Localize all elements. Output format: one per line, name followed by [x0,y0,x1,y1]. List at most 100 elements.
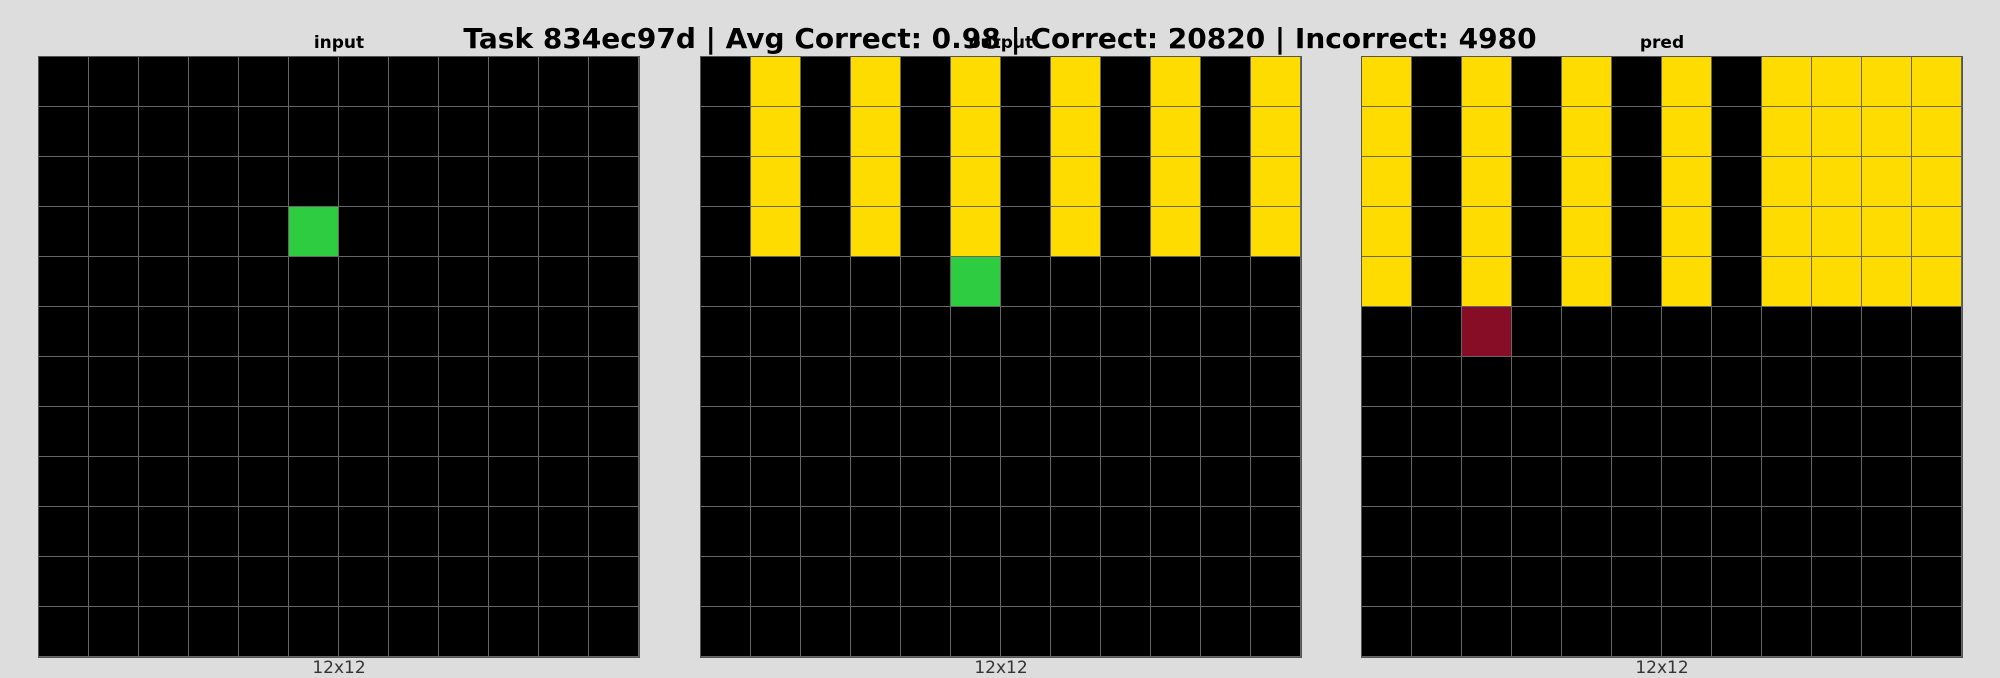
grid-cell [951,257,1001,307]
grid-cell [439,57,489,107]
grid-cell [701,157,751,207]
grid-cell [539,57,589,107]
grid-cell [1151,457,1201,507]
grid-cell [1362,607,1412,657]
grid-cell [1712,207,1762,257]
grid-cell [1762,607,1812,657]
grid-cell [339,207,389,257]
grid-cell [1251,107,1301,157]
grid-cell [851,357,901,407]
grid-cell [1101,207,1151,257]
grid-cell [701,207,751,257]
grid-cell [489,507,539,557]
grid-cell [751,507,801,557]
grid-cell [489,257,539,307]
input-grid [39,57,639,657]
grid-cell [439,207,489,257]
grid-cell [39,457,89,507]
grid-cell [439,457,489,507]
grid-cell [1251,407,1301,457]
grid-cell [39,157,89,207]
grid-cell [489,157,539,207]
input-grid-size-label: 12x12 [312,658,366,678]
grid-cell [139,557,189,607]
grid-cell [1612,57,1662,107]
grid-cell [1812,107,1862,157]
grid-cell [851,407,901,457]
grid-cell [489,407,539,457]
grid-cell [389,457,439,507]
pred-panel-title: pred [1639,33,1685,53]
grid-cell [439,357,489,407]
grid-cell [1251,307,1301,357]
grid-cell [1251,507,1301,557]
grid-cell [1462,357,1512,407]
grid-cell [339,357,389,407]
grid-cell [1151,107,1201,157]
grid-cell [239,57,289,107]
grid-cell [1001,107,1051,157]
grid-cell [1812,507,1862,557]
grid-cell [1362,407,1412,457]
grid-cell [1051,457,1101,507]
grid-cell [1101,507,1151,557]
grid-cell [1251,557,1301,607]
grid-cell [589,57,639,107]
grid-cell [851,607,901,657]
grid-cell [901,257,951,307]
grid-cell [1001,207,1051,257]
grid-cell [1512,207,1562,257]
grid-cell [339,107,389,157]
grid-cell [1001,257,1051,307]
grid-cell [1412,57,1462,107]
grid-cell [1251,157,1301,207]
grid-cell [189,257,239,307]
grid-cell [139,157,189,207]
grid-cell [701,257,751,307]
grid-cell [1101,307,1151,357]
grid-cell [1101,457,1151,507]
grid-cell [901,557,951,607]
grid-cell [339,607,389,657]
grid-cell [1151,407,1201,457]
grid-cell [539,307,589,357]
grid-cell [901,407,951,457]
grid-cell [389,307,439,357]
grid-cell [901,307,951,357]
grid-cell [1412,507,1462,557]
grid-cell [1001,407,1051,457]
grid-cell [1712,407,1762,457]
grid-cell [951,207,1001,257]
grid-cell [751,307,801,357]
grid-cell [1462,207,1512,257]
grid-cell [1101,157,1151,207]
grid-cell [1662,507,1712,557]
grid-cell [1562,507,1612,557]
grid-cell [751,107,801,157]
grid-cell [951,307,1001,357]
grid-cell [289,457,339,507]
grid-cell [39,507,89,557]
grid-cell [189,507,239,557]
grid-cell [239,307,289,357]
grid-cell [1662,257,1712,307]
grid-cell [139,357,189,407]
grid-cell [39,607,89,657]
grid-cell [1562,157,1612,207]
input-panel-title: input [313,33,365,53]
grid-cell [1712,607,1762,657]
grid-cell [1662,357,1712,407]
grid-cell [1051,407,1101,457]
grid-cell [1712,507,1762,557]
grid-cell [701,107,751,157]
grid-cell [89,357,139,407]
grid-cell [89,457,139,507]
grid-cell [1612,107,1662,157]
grid-cell [701,507,751,557]
grid-cell [1612,507,1662,557]
grid-cell [1201,407,1251,457]
grid-cell [1812,457,1862,507]
grid-cell [89,207,139,257]
grid-cell [1862,257,1912,307]
grid-cell [801,407,851,457]
